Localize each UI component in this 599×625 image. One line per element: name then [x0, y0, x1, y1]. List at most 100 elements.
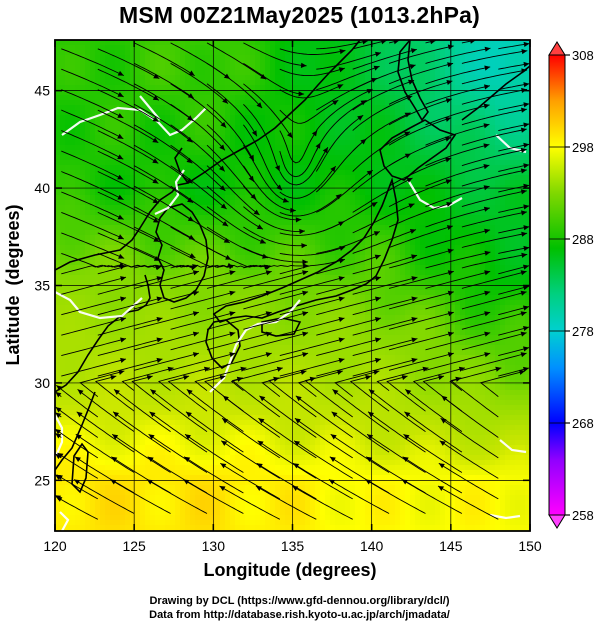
field-cell: [145, 110, 151, 116]
field-cell: [135, 195, 141, 201]
field-cell: [340, 70, 346, 76]
field-cell: [340, 210, 346, 216]
field-cell: [95, 70, 101, 76]
field-cell: [250, 80, 256, 86]
field-cell: [140, 125, 146, 131]
field-cell: [220, 150, 226, 156]
field-cell: [100, 255, 106, 261]
field-cell: [200, 95, 206, 101]
field-cell: [145, 105, 151, 111]
field-cell: [70, 250, 76, 256]
field-cell: [495, 60, 501, 66]
field-cell: [360, 155, 366, 161]
field-cell: [170, 155, 176, 161]
field-cell: [135, 230, 141, 236]
field-cell: [430, 265, 436, 271]
field-cell: [285, 150, 291, 156]
field-cell: [75, 210, 81, 216]
field-cell: [320, 165, 326, 171]
field-cell: [440, 95, 446, 101]
field-cell: [520, 215, 526, 221]
field-cell: [485, 180, 491, 186]
field-cell: [430, 225, 436, 231]
field-cell: [490, 165, 496, 171]
field-cell: [525, 210, 530, 216]
field-cell: [155, 175, 161, 181]
field-cell: [390, 170, 396, 176]
field-cell: [295, 250, 301, 256]
field-cell: [80, 105, 86, 111]
field-cell: [165, 275, 171, 281]
field-cell: [320, 75, 326, 81]
field-cell: [300, 65, 306, 71]
field-cell: [400, 40, 406, 46]
field-cell: [415, 235, 421, 241]
field-cell: [195, 110, 201, 116]
field-cell: [390, 150, 396, 156]
field-cell: [510, 210, 516, 216]
field-cell: [215, 110, 221, 116]
field-cell: [55, 135, 61, 141]
field-cell: [410, 115, 416, 121]
field-cell: [475, 295, 481, 301]
field-cell: [195, 175, 201, 181]
field-cell: [300, 275, 306, 281]
field-cell: [185, 105, 191, 111]
field-cell: [265, 105, 271, 111]
field-cell: [305, 70, 311, 76]
field-cell: [210, 285, 216, 291]
field-cell: [515, 90, 521, 96]
field-cell: [100, 210, 106, 216]
field-cell: [390, 50, 396, 56]
field-cell: [450, 140, 456, 146]
field-cell: [100, 55, 106, 61]
field-cell: [305, 175, 311, 181]
field-cell: [245, 250, 251, 256]
field-cell: [55, 75, 61, 81]
field-cell: [340, 240, 346, 246]
field-cell: [410, 135, 416, 141]
field-cell: [390, 165, 396, 171]
field-cell: [140, 225, 146, 231]
field-cell: [510, 85, 516, 91]
field-cell: [475, 70, 481, 76]
field-cell: [490, 280, 496, 286]
field-cell: [235, 50, 241, 56]
field-cell: [210, 80, 216, 86]
field-cell: [460, 255, 466, 261]
field-cell: [465, 40, 471, 46]
field-cell: [520, 45, 526, 51]
field-cell: [365, 95, 371, 101]
field-cell: [315, 175, 321, 181]
field-cell: [525, 80, 530, 86]
field-cell: [60, 195, 66, 201]
field-cell: [525, 40, 530, 46]
field-cell: [495, 55, 501, 61]
field-cell: [75, 105, 81, 111]
field-cell: [255, 195, 261, 201]
field-cell: [110, 85, 116, 91]
field-cell: [165, 245, 171, 251]
field-cell: [235, 125, 241, 131]
field-cell: [240, 80, 246, 86]
field-cell: [215, 190, 221, 196]
field-cell: [125, 110, 131, 116]
field-cell: [90, 130, 96, 136]
field-cell: [370, 260, 376, 266]
field-cell: [415, 215, 421, 221]
field-cell: [55, 95, 61, 101]
field-cell: [410, 160, 416, 166]
field-cell: [500, 70, 506, 76]
field-cell: [255, 280, 261, 286]
field-cell: [200, 180, 206, 186]
field-cell: [515, 225, 521, 231]
field-cell: [400, 125, 406, 131]
field-cell: [335, 250, 341, 256]
field-cell: [175, 260, 181, 266]
field-cell: [235, 165, 241, 171]
field-cell: [190, 230, 196, 236]
field-cell: [400, 270, 406, 276]
field-cell: [510, 290, 516, 296]
field-cell: [135, 210, 141, 216]
field-cell: [325, 280, 331, 286]
